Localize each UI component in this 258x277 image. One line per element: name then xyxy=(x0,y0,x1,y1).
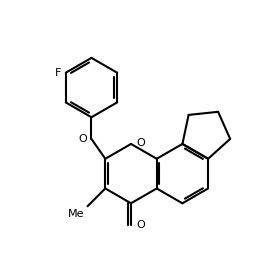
Text: Me: Me xyxy=(68,209,85,219)
Text: O: O xyxy=(136,138,145,148)
Text: O: O xyxy=(79,134,87,144)
Text: F: F xyxy=(54,68,61,78)
Text: O: O xyxy=(136,220,145,230)
